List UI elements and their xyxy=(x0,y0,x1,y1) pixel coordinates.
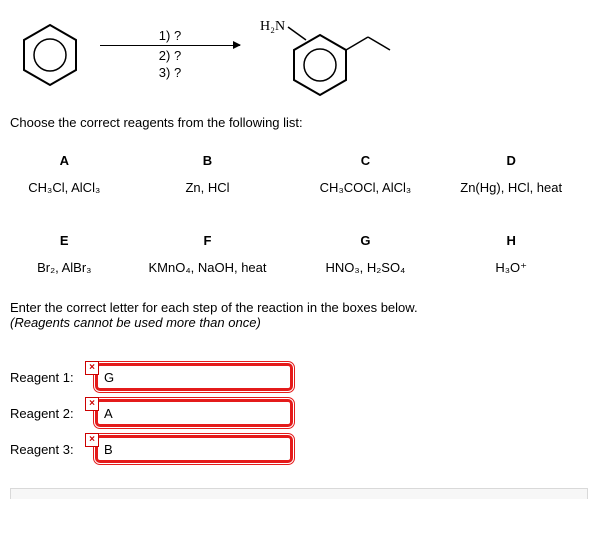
reagent1-input[interactable] xyxy=(95,363,293,391)
reagent-formula-F: KMnO₄, NaOH, heat xyxy=(119,256,297,280)
starting-material-benzene xyxy=(10,15,90,95)
reagent3-input[interactable] xyxy=(95,435,293,463)
reagent-formula-B: Zn, HCl xyxy=(119,176,297,199)
step1-label: 1) ? xyxy=(100,28,240,43)
footer-bar xyxy=(10,488,588,499)
reagent-letter-G: G xyxy=(296,225,434,256)
step2-label: 2) ? xyxy=(159,48,181,63)
reagent-letter-C: C xyxy=(296,145,434,176)
amine-label: H₂N xyxy=(260,19,285,34)
reagent-formula-D: Zn(Hg), HCl, heat xyxy=(434,176,588,199)
step3-label: 3) ? xyxy=(159,65,181,80)
reagent-letter-B: B xyxy=(119,145,297,176)
reaction-arrow xyxy=(100,45,240,46)
reagent-letter-E: E xyxy=(10,225,119,256)
error-icon: × xyxy=(85,397,99,411)
reagent2-label: Reagent 2: xyxy=(10,406,85,421)
reagent-letter-A: A xyxy=(10,145,119,176)
choose-reagents-prompt: Choose the correct reagents from the fol… xyxy=(10,115,588,130)
reaction-scheme: 1) ? 2) ? 3) ? H₂N xyxy=(10,10,588,100)
error-icon: × xyxy=(85,433,99,447)
reagent2-row: Reagent 2: × xyxy=(10,399,588,427)
reaction-arrow-block: 1) ? 2) ? 3) ? xyxy=(100,28,240,82)
reagent-formula-G: HNO₃, H₂SO₄ xyxy=(296,256,434,280)
reagent-formula-A: CH₃Cl, AlCl₃ xyxy=(10,176,119,199)
prompt2-line2: (Reagents cannot be used more than once) xyxy=(10,315,261,330)
reagent1-row: Reagent 1: × xyxy=(10,363,588,391)
reagent-options-table: A B C D CH₃Cl, AlCl₃ Zn, HCl CH₃COCl, Al… xyxy=(10,145,588,280)
product-molecule: H₂N xyxy=(250,15,450,95)
reagent-letter-F: F xyxy=(119,225,297,256)
reagent-formula-E: Br₂, AlBr₃ xyxy=(10,256,119,280)
reagent-formula-H: H₃O⁺ xyxy=(434,256,588,280)
reagent-letter-D: D xyxy=(434,145,588,176)
reagent-letter-H: H xyxy=(434,225,588,256)
error-icon: × xyxy=(85,361,99,375)
reagent1-label: Reagent 1: xyxy=(10,370,85,385)
reagent3-row: Reagent 3: × xyxy=(10,435,588,463)
enter-letter-prompt: Enter the correct letter for each step o… xyxy=(10,300,588,330)
prompt2-line1: Enter the correct letter for each step o… xyxy=(10,300,418,315)
reagent-formula-C: CH₃COCl, AlCl₃ xyxy=(296,176,434,199)
reagent3-label: Reagent 3: xyxy=(10,442,85,457)
reagent2-input[interactable] xyxy=(95,399,293,427)
